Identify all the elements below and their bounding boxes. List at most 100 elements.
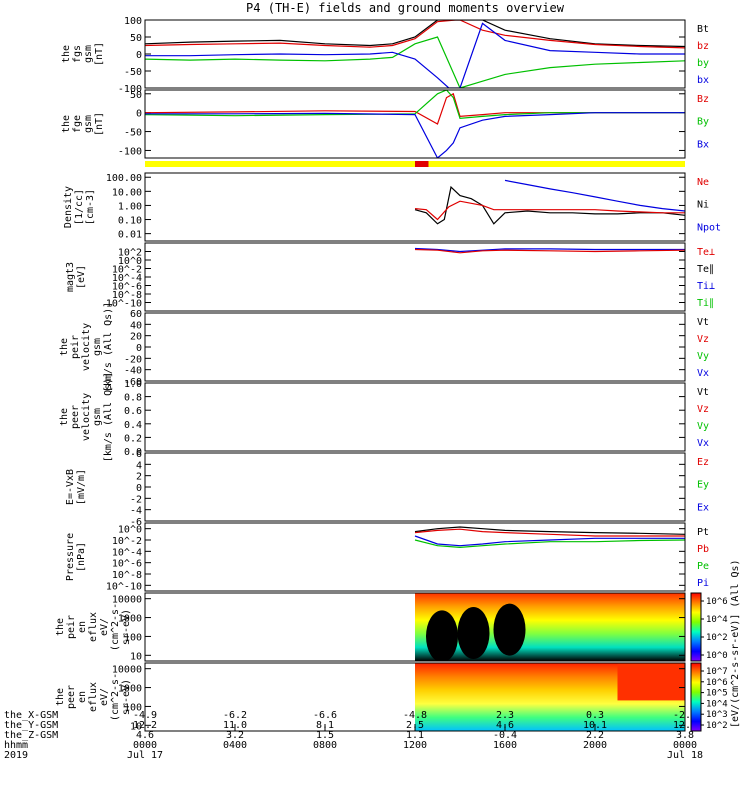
- legend-entry: Vz: [697, 334, 709, 345]
- legend-entry: Pb: [697, 544, 709, 555]
- y-tick-label: 50: [130, 90, 142, 101]
- y-tick-label: -2: [130, 494, 142, 505]
- series-fgs-3: [145, 22, 685, 88]
- y-axis-label-line: [mV/m]: [76, 469, 87, 505]
- y-axis-label-line: en: [77, 621, 88, 633]
- legend-entry: Vy: [697, 421, 709, 432]
- colorbar-label: [eV/(cm^2-s-sr-eV)] (All Qs): [730, 559, 741, 728]
- colorbar-tick-label: 10^2: [706, 633, 728, 643]
- y-tick-label: 0.2: [124, 433, 142, 444]
- y-tick-label: 10^-8: [112, 290, 142, 301]
- y-tick-label: 0.0: [124, 447, 142, 458]
- series-fgs-1: [145, 20, 685, 49]
- y-tick-label: 0: [136, 109, 142, 120]
- y-axis-label-line: the: [59, 408, 70, 426]
- panel-frame: [144, 382, 686, 452]
- y-tick-label: 10^-4: [112, 273, 142, 284]
- coord-z-value: 2.2: [586, 730, 604, 741]
- legend-entry: Vz: [697, 404, 709, 415]
- y-axis-label-line: [cm-3]: [85, 189, 96, 225]
- series-density-1: [414, 200, 685, 221]
- y-axis-label: thepeirvelocitygsm[km/s (All Qs)]: [59, 302, 114, 392]
- coord-x-value: 2.3: [496, 710, 514, 721]
- y-axis-label-line: gsm: [92, 338, 103, 356]
- y-axis-label-line: [nT]: [94, 112, 105, 136]
- colorbar-tick-label: 10^4: [706, 699, 728, 709]
- date-label: Jul 17: [127, 750, 163, 761]
- colorbar-bar: [690, 592, 702, 662]
- series-density-0: [414, 185, 685, 225]
- mode-bar-fast: [415, 161, 429, 167]
- panel-peer_vel: 1.0 0.8 0.6 0.4 0.2 0.0 thepeervelocitygsm[km/…: [59, 372, 709, 462]
- panel-frame: [144, 89, 686, 159]
- y-tick-label: 0.01: [118, 230, 142, 241]
- coord-z-value: 1.1: [406, 730, 424, 741]
- legend-entry: Ne: [697, 177, 709, 188]
- panel-frame: [144, 452, 686, 522]
- spectrogram-dropout-1: [457, 607, 490, 659]
- y-tick-label: 20: [130, 332, 142, 343]
- y-tick-label: 10^-2: [112, 265, 142, 276]
- coord-y-value: 11.0: [223, 720, 247, 731]
- colorbar-bar: [690, 662, 702, 732]
- legend-entry: by: [697, 58, 709, 69]
- y-axis-label-line: en: [77, 691, 88, 703]
- figure-title: P4 (TH-E) fields and ground moments over…: [246, 1, 565, 15]
- y-tick-label: 10000: [112, 595, 142, 606]
- y-tick-label: 100: [124, 632, 142, 643]
- colorbar-tick-label: 10^6: [706, 597, 728, 607]
- x-tick-label: 0400: [223, 740, 247, 751]
- y-axis-label-line: [km/s (All Qs)]: [103, 302, 114, 392]
- y-tick-label: -40: [124, 366, 142, 377]
- panel-fgs: 100 50 0 -50 -100 thefgsgsm[nT] Bt bz by bx: [61, 16, 709, 95]
- legend-entry: Pt: [697, 527, 709, 538]
- series-temp-1: [414, 248, 685, 254]
- colorbar-tick-label: 10^0: [706, 651, 728, 661]
- year-label: 2019: [4, 750, 28, 761]
- y-tick-label: -4: [130, 506, 142, 517]
- y-axis-label-line: peir: [66, 615, 77, 639]
- y-tick-label: 50: [130, 33, 142, 44]
- legend-entry: Ni: [697, 200, 709, 211]
- y-tick-label: 100: [124, 702, 142, 713]
- y-tick-label: 10^0: [118, 256, 142, 267]
- colorbar-tick-label: 10^7: [706, 667, 728, 677]
- axis-row-label: hhmm: [4, 740, 28, 751]
- panel-frame: [144, 592, 686, 662]
- x-tick-label: 2000: [583, 740, 607, 751]
- y-axis-label-line: fgs: [72, 45, 83, 63]
- series-density-2: [504, 179, 685, 212]
- y-axis-label: E=-VxB[mV/m]: [65, 469, 87, 505]
- series-fge-2: [145, 112, 685, 158]
- y-tick-label: -50: [124, 67, 142, 78]
- y-axis-label-line: Density: [63, 186, 74, 228]
- y-tick-label: 10^-6: [112, 559, 142, 570]
- y-tick-label: 10^-6: [112, 282, 142, 293]
- y-axis-label-line: eflux: [88, 612, 99, 642]
- y-axis-label: thefgegsm[nT]: [61, 112, 105, 136]
- legend-entry: Te⊥: [697, 247, 715, 258]
- series-fgs-2: [145, 36, 685, 88]
- y-tick-label: -60: [124, 377, 142, 388]
- y-tick-label: 0.6: [124, 406, 142, 417]
- y-axis-label: Pressure[nPa]: [65, 533, 87, 581]
- y-axis-label-line: velocity: [81, 393, 92, 441]
- y-tick-label: 40: [130, 320, 142, 331]
- y-tick-label: 10^-10: [106, 299, 142, 310]
- x-tick-label: 0000: [673, 740, 697, 751]
- panel-peer_spec: 10000100010010thepeerenefluxeV/(cm^2-s-s…: [55, 662, 686, 732]
- y-tick-label: 10.00: [112, 187, 142, 198]
- y-axis-label-line: eV/: [99, 618, 110, 636]
- y-tick-label: 4: [136, 460, 142, 471]
- spectrogram-dropout-2: [493, 603, 526, 656]
- x-tick-label: 0800: [313, 740, 337, 751]
- coord-x-value: -4.8: [403, 710, 427, 721]
- coord-x-value: 0.3: [586, 710, 604, 721]
- y-axis-label-line: E=-VxB: [65, 469, 76, 505]
- coord-z-value: 3.2: [226, 730, 244, 741]
- y-tick-label: 10^-8: [112, 570, 142, 581]
- y-tick-label: 100: [124, 16, 142, 27]
